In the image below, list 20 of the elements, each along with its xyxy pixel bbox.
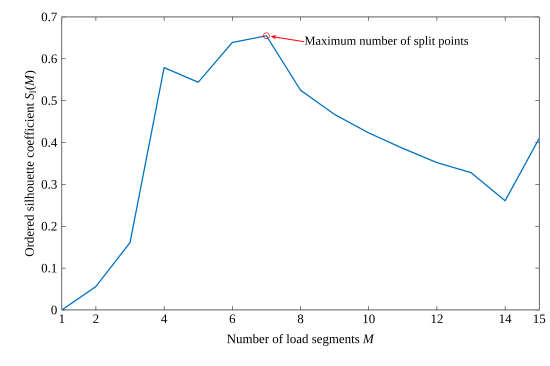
y-tick-label: 0.6 xyxy=(42,54,57,64)
x-tick-label: 8 xyxy=(298,314,304,324)
y-tick-label: 0.4 xyxy=(42,138,58,148)
x-tick-label: 14 xyxy=(500,314,512,324)
y-tick-label: 0.2 xyxy=(42,222,57,231)
y-tick-label: 0.1 xyxy=(42,264,57,273)
x-tick-label: 12 xyxy=(432,314,443,324)
y-tick-label: 0 xyxy=(51,306,57,314)
annotation: Maximum number of split points xyxy=(304,36,468,48)
x-tick-label: 10 xyxy=(363,314,375,324)
x-tick-label: 2 xyxy=(93,314,98,324)
y-tick-label: 0.3 xyxy=(42,180,57,189)
x-tick-label: 1 xyxy=(60,314,64,324)
y-tick-label: 0.5 xyxy=(42,96,57,106)
x-tick-label: 4 xyxy=(161,314,168,324)
x-tick-label: 6 xyxy=(230,314,236,324)
y-tick-label: 0.7 xyxy=(42,12,57,22)
x-tick-label: 15 xyxy=(534,314,546,324)
y-axis-title: Ordered silhouette coefficient S$_{l}$(M) xyxy=(24,70,36,256)
x-axis-title: Number of load segments M xyxy=(227,334,374,346)
